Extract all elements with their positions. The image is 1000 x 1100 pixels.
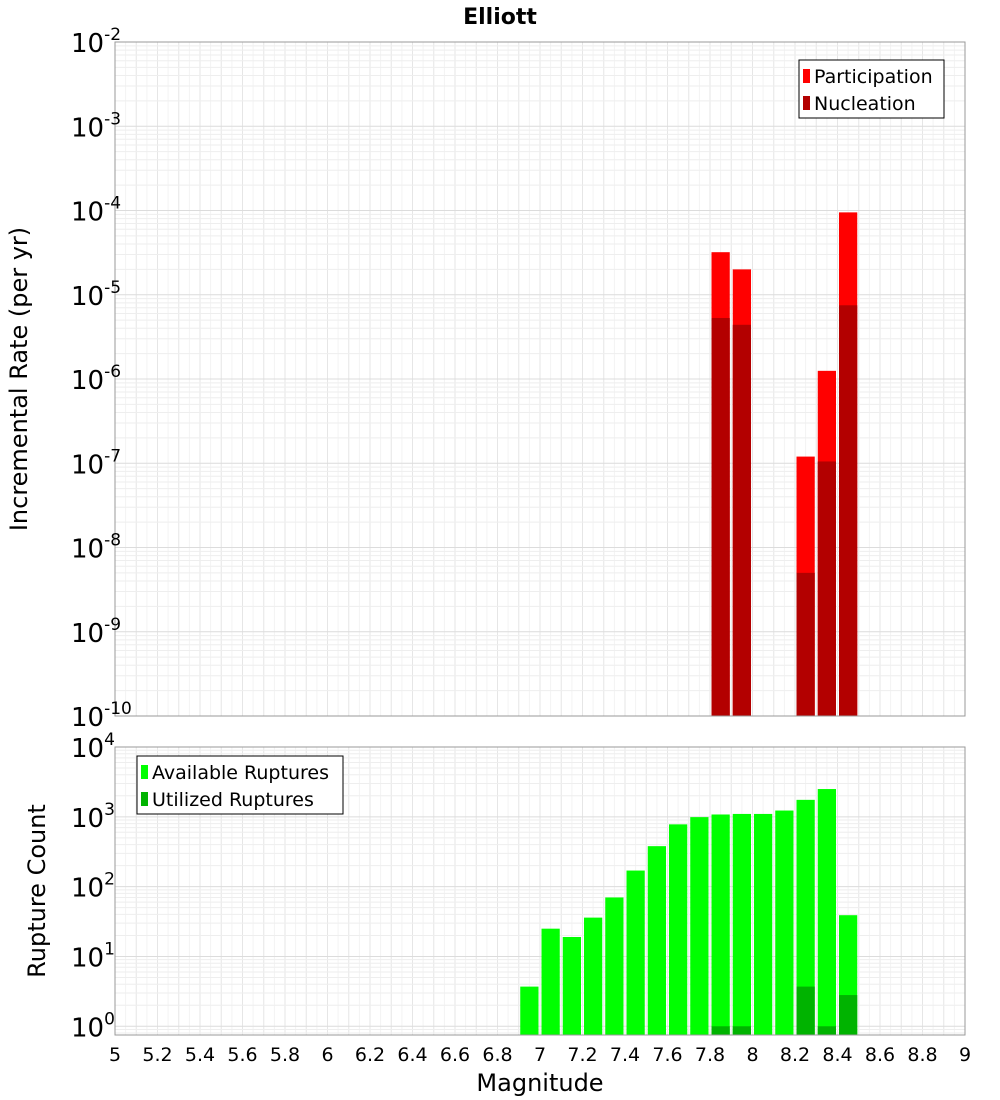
count-legend-swatch (141, 792, 148, 806)
count-legend-label: Available Ruptures (152, 762, 329, 784)
count-series-available-ruptures (520, 789, 858, 1035)
count-legend: Available Ruptures Utilized Ruptures (136, 755, 344, 815)
rate-series-nucleation (711, 305, 858, 716)
x-tick-label: 8.4 (822, 1044, 852, 1066)
rate-legend-label: Nucleation (814, 93, 916, 115)
rate-y-tick-label: 10-6 (71, 362, 121, 396)
count-series-utilized-ruptures (711, 986, 858, 1035)
rate-bar (711, 317, 730, 716)
rate-y-tick-label: 10-2 (71, 25, 121, 59)
x-tick-label: 6 (321, 1044, 333, 1066)
rate-legend: Participation Nucleation (798, 59, 945, 119)
rate-legend-swatch (803, 69, 810, 83)
count-bar (732, 1026, 751, 1035)
count-bar (711, 1026, 730, 1035)
rate-bar (817, 461, 836, 716)
count-plot-frame (114, 746, 966, 1036)
x-tick-label: 6.4 (397, 1044, 427, 1066)
count-bar (562, 936, 581, 1035)
count-bar (541, 928, 560, 1035)
rate-grid (114, 41, 966, 717)
count-bar (817, 789, 836, 1035)
x-tick-label: 5.6 (227, 1044, 257, 1066)
x-tick-label: 8.8 (907, 1044, 937, 1066)
count-bar (775, 810, 794, 1035)
rate-y-tick-label: 10-4 (71, 194, 121, 228)
count-bar (584, 917, 603, 1035)
rate-bar (796, 572, 815, 716)
count-y-tick-label: 100 (71, 1009, 115, 1043)
rate-y-tick-label: 10-5 (71, 278, 121, 312)
count-legend-label: Utilized Ruptures (152, 789, 314, 811)
x-tick-label: 5.8 (270, 1044, 300, 1066)
rate-legend-label: Participation (814, 66, 933, 88)
rate-panel: 10-10 10-9 10-8 10-7 10-6 10-5 10-4 10-3 10-2 Inc… (5, 25, 966, 733)
count-y-tick-label: 103 (71, 800, 115, 834)
x-tick-label: 6.6 (440, 1044, 470, 1066)
count-y-tick-label: 104 (71, 730, 115, 764)
count-bar (839, 995, 858, 1035)
count-legend-swatch (141, 765, 148, 779)
x-tick-label: 9 (959, 1044, 971, 1066)
x-tick-label: 8.6 (865, 1044, 895, 1066)
x-tick-label: 6.8 (482, 1044, 512, 1066)
rate-bar (839, 305, 858, 716)
count-bar (754, 813, 773, 1035)
rupture-count-panel: 100 101 102 103 104 Rupture Count Available Ru… (23, 730, 971, 1097)
count-legend-box (136, 755, 344, 815)
x-tick-label: 8.2 (780, 1044, 810, 1066)
x-tick-label: 7 (534, 1044, 546, 1066)
x-tick-label: 7.4 (610, 1044, 640, 1066)
count-bar (605, 897, 624, 1035)
rate-y-tick-label: 10-9 (71, 615, 121, 649)
rate-legend-box (798, 59, 945, 119)
x-tick-label: 7.8 (695, 1044, 725, 1066)
count-bar (732, 813, 751, 1035)
count-bar (817, 1026, 836, 1035)
x-tick-label: 5.2 (142, 1044, 172, 1066)
chart-title: Elliott (463, 5, 537, 30)
rate-bar (732, 324, 751, 716)
count-bar (796, 799, 815, 1035)
count-bar (520, 986, 539, 1035)
count-y-axis-label: Rupture Count (23, 804, 51, 978)
count-y-tick-label: 102 (71, 870, 115, 904)
rate-y-tick-label: 10-3 (71, 109, 121, 143)
x-tick-label: 6.2 (355, 1044, 385, 1066)
x-tick-label: 5 (109, 1044, 121, 1066)
rate-y-tick-label: 10-8 (71, 531, 121, 565)
x-tick-label: 7.2 (567, 1044, 597, 1066)
rate-y-axis-label: Incremental Rate (per yr) (5, 227, 33, 531)
count-bar (711, 814, 730, 1035)
count-y-tick-label: 101 (71, 939, 115, 973)
count-bar (626, 870, 645, 1035)
count-bar (690, 817, 709, 1035)
rate-y-tick-label: 10-10 (71, 699, 132, 733)
count-bar (647, 846, 666, 1035)
x-tick-label: 5.4 (185, 1044, 215, 1066)
count-bar (669, 824, 688, 1035)
rate-plot-frame (114, 41, 966, 717)
x-axis-label: Magnitude (476, 1069, 603, 1097)
count-bar (796, 986, 815, 1035)
rate-legend-swatch (803, 96, 810, 110)
rate-y-tick-label: 10-7 (71, 446, 121, 480)
x-tick-label: 7.6 (652, 1044, 682, 1066)
x-tick-label: 8 (746, 1044, 758, 1066)
